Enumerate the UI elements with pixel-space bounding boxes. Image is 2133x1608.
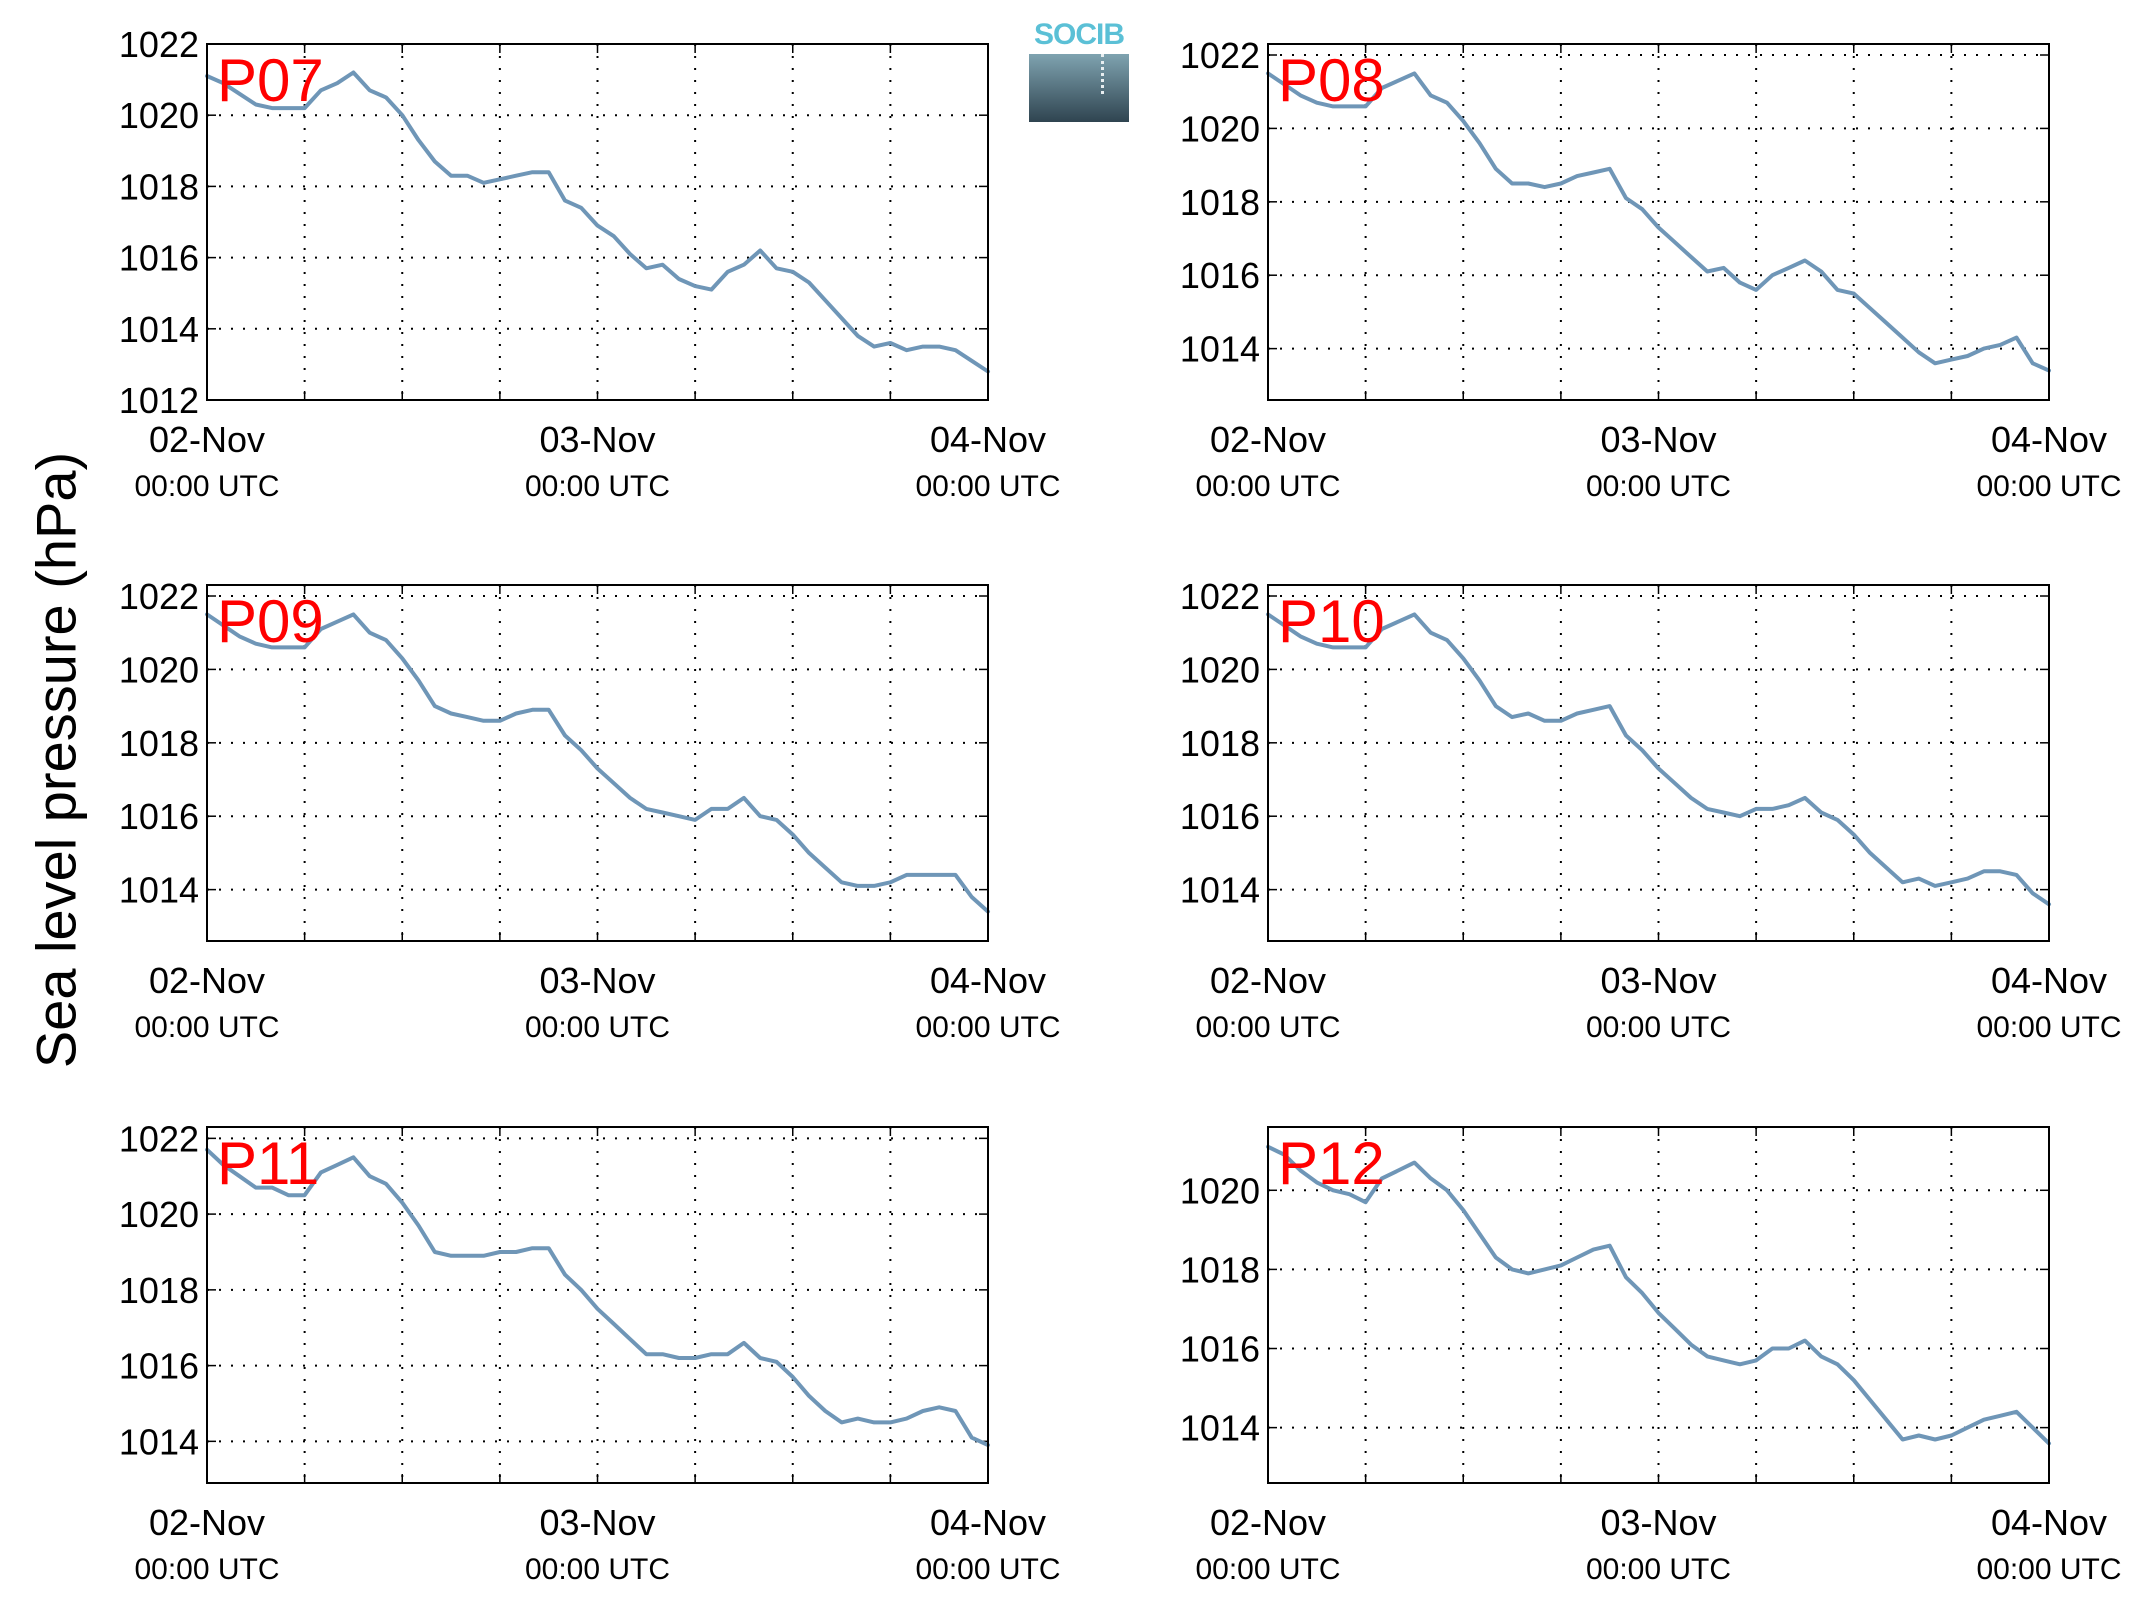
x-tick-label-date: 02-Nov xyxy=(1210,960,1326,1001)
x-tick-label-time: 00:00 UTC xyxy=(134,1553,279,1586)
x-tick-label-date: 02-Nov xyxy=(149,960,265,1001)
y-tick-label: 1018 xyxy=(1180,1249,1260,1290)
y-tick-label: 1014 xyxy=(1180,1408,1260,1449)
x-tick-label-date: 04-Nov xyxy=(930,960,1046,1001)
y-tick-label: 1018 xyxy=(119,723,199,764)
chart-panel-p09: 1014 1016 1018 1020 1022 02-Nov 00:00 UTC 03-No… xyxy=(119,576,1061,1044)
station-label-p12: P12 xyxy=(1278,1130,1385,1197)
x-tick-label-date: 02-Nov xyxy=(149,419,265,460)
axes-frame xyxy=(206,584,989,942)
y-tick-label: 1018 xyxy=(1180,723,1260,764)
x-tick-label-date: 04-Nov xyxy=(1991,419,2107,460)
series-line-p12 xyxy=(1266,1144,2051,1446)
y-tick-label: 1020 xyxy=(1180,649,1260,690)
axes-frame xyxy=(1267,43,2050,401)
chart-panel-p11: 1014 1016 1018 1020 1022 02-Nov 00:00 UTC 03-No… xyxy=(119,1118,1061,1586)
series-line-p10 xyxy=(1266,612,2051,907)
x-tick-label-date: 03-Nov xyxy=(1600,960,1716,1001)
x-tick-label-time: 00:00 UTC xyxy=(1195,470,1340,503)
socib-logo: SOCIB xyxy=(1029,18,1129,122)
y-tick-label: 1014 xyxy=(119,1421,199,1462)
chart-panel-p08: 1014 1016 1018 1020 1022 02-Nov 00:00 UTC 03-No… xyxy=(1180,35,2122,503)
x-tick-label-date: 02-Nov xyxy=(1210,1502,1326,1543)
y-tick-label: 1020 xyxy=(119,95,199,136)
series-line-p09 xyxy=(205,612,990,914)
y-tick-label: 1014 xyxy=(119,309,199,350)
x-tick-label-time: 00:00 UTC xyxy=(1586,470,1731,503)
x-tick-label-time: 00:00 UTC xyxy=(134,1011,279,1044)
axes-frame xyxy=(1267,584,2050,942)
y-tick-label: 1020 xyxy=(1180,1170,1260,1211)
y-tick-label: 1022 xyxy=(1180,35,1260,76)
y-tick-label: 1020 xyxy=(119,649,199,690)
x-tick-label-date: 02-Nov xyxy=(1210,419,1326,460)
logo-graphic xyxy=(1029,54,1129,122)
x-tick-label-time: 00:00 UTC xyxy=(1976,1553,2121,1586)
x-tick-label-time: 00:00 UTC xyxy=(525,1553,670,1586)
series-line-p11 xyxy=(205,1147,990,1448)
logo-dotted-line xyxy=(1101,54,1104,94)
logo-text: SOCIB xyxy=(1033,18,1125,51)
y-tick-label: 1020 xyxy=(119,1194,199,1235)
y-tick-label: 1016 xyxy=(119,1346,199,1387)
axes-frame xyxy=(1267,1126,2050,1484)
x-tick-label-date: 03-Nov xyxy=(1600,1502,1716,1543)
x-tick-label-time: 00:00 UTC xyxy=(1195,1011,1340,1044)
series-line-p07 xyxy=(205,70,990,374)
x-tick-label-date: 03-Nov xyxy=(539,960,655,1001)
y-tick-label: 1016 xyxy=(119,238,199,279)
y-tick-label: 1020 xyxy=(1180,108,1260,149)
x-tick-label-time: 00:00 UTC xyxy=(525,470,670,503)
y-tick-label: 1018 xyxy=(119,1270,199,1311)
axes-frame xyxy=(206,1126,989,1484)
y-tick-label: 1014 xyxy=(1180,329,1260,370)
station-label-p08: P08 xyxy=(1278,47,1385,114)
x-tick-label-date: 04-Nov xyxy=(1991,1502,2107,1543)
x-tick-label-time: 00:00 UTC xyxy=(915,470,1060,503)
y-tick-label: 1016 xyxy=(119,796,199,837)
x-tick-label-date: 03-Nov xyxy=(1600,419,1716,460)
y-tick-label: 1014 xyxy=(119,870,199,911)
x-tick-label-time: 00:00 UTC xyxy=(915,1553,1060,1586)
x-tick-label-date: 02-Nov xyxy=(149,1502,265,1543)
station-label-p09: P09 xyxy=(217,588,324,655)
y-tick-label: 1014 xyxy=(1180,870,1260,911)
x-tick-label-time: 00:00 UTC xyxy=(1976,470,2121,503)
axes-frame xyxy=(206,43,989,401)
x-tick-label-date: 04-Nov xyxy=(930,419,1046,460)
x-tick-label-time: 00:00 UTC xyxy=(1586,1553,1731,1586)
x-tick-label-date: 04-Nov xyxy=(1991,960,2107,1001)
y-tick-label: 1022 xyxy=(119,576,199,617)
x-tick-label-date: 04-Nov xyxy=(930,1502,1046,1543)
chart-panel-p12: 1014 1016 1018 1020 02-Nov 00:00 UTC 03-Nov 00:… xyxy=(1180,1126,2122,1586)
y-tick-label: 1016 xyxy=(1180,1329,1260,1370)
station-label-p07: P07 xyxy=(217,47,324,114)
x-tick-label-date: 03-Nov xyxy=(539,1502,655,1543)
y-tick-label: 1022 xyxy=(119,24,199,65)
x-tick-label-time: 00:00 UTC xyxy=(525,1011,670,1044)
y-tick-label: 1022 xyxy=(1180,576,1260,617)
y-tick-label: 1018 xyxy=(1180,182,1260,223)
y-tick-label: 1018 xyxy=(119,166,199,207)
y-tick-label: 1022 xyxy=(119,1118,199,1159)
station-label-p11: P11 xyxy=(217,1130,319,1197)
x-tick-label-time: 00:00 UTC xyxy=(134,470,279,503)
x-tick-label-time: 00:00 UTC xyxy=(1195,1553,1340,1586)
series-line-p08 xyxy=(1266,71,2051,373)
y-tick-label: 1016 xyxy=(1180,796,1260,837)
chart-panel-p07: 1012 1014 1016 1018 1020 1022 02-Nov 00:00 UTC 0… xyxy=(119,24,1061,503)
x-tick-label-date: 03-Nov xyxy=(539,419,655,460)
y-tick-label: 1016 xyxy=(1180,255,1260,296)
x-tick-label-time: 00:00 UTC xyxy=(1586,1011,1731,1044)
station-label-p10: P10 xyxy=(1278,588,1385,655)
x-tick-label-time: 00:00 UTC xyxy=(915,1011,1060,1044)
y-tick-label: 1012 xyxy=(119,380,199,421)
chart-panel-p10: 1014 1016 1018 1020 1022 02-Nov 00:00 UTC 03-No… xyxy=(1180,576,2122,1044)
x-tick-label-time: 00:00 UTC xyxy=(1976,1011,2121,1044)
